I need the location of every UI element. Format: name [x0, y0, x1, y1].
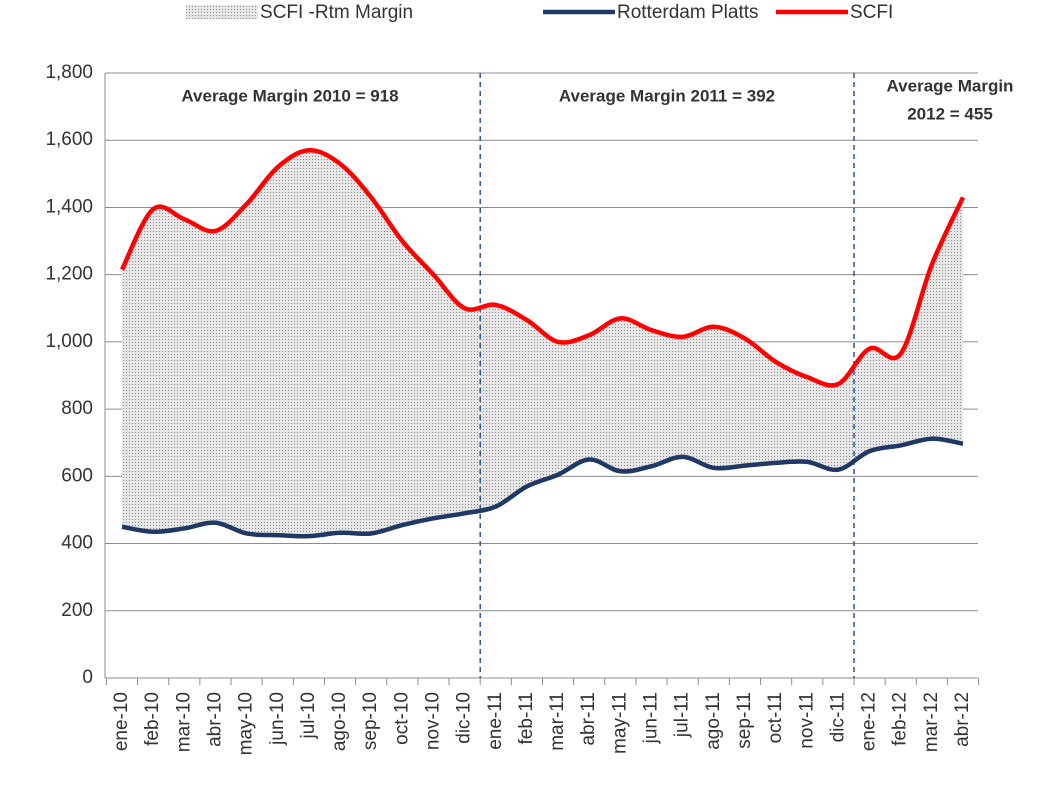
- legend-label: Rotterdam Platts: [617, 2, 759, 23]
- x-tick-label: ene-10: [111, 692, 132, 751]
- line: [121, 436, 964, 539]
- x-tick-label: oct-10: [391, 692, 412, 745]
- x-tick-label: nov-11: [796, 692, 817, 749]
- x-tick-label: jul-11: [672, 692, 693, 738]
- y-tick-label: 600: [61, 465, 93, 486]
- x-tick-label: abr-10: [204, 692, 225, 747]
- y-tick-label: 0: [82, 667, 93, 688]
- x-tick-label: jun-11: [641, 692, 662, 744]
- y-tick-label: 1,400: [45, 196, 93, 217]
- x-tick-label: feb-11: [516, 692, 537, 744]
- x-tick-label: dic-10: [454, 692, 475, 744]
- legend-label: SCFI: [850, 2, 893, 23]
- annotation: Average Margin 2011 = 392: [559, 86, 775, 105]
- x-tick-label: feb-10: [142, 692, 163, 746]
- annotation: Average Margin 2010 = 918: [181, 86, 398, 105]
- x-tick-label: jun-10: [267, 692, 288, 746]
- y-tick-label: 800: [61, 398, 93, 419]
- x-tick-label: ago-11: [703, 692, 724, 750]
- legend-label: SCFI -Rtm Margin: [260, 2, 413, 23]
- x-tick-label: may-10: [236, 692, 257, 755]
- x-tick-label: abr-12: [952, 692, 973, 747]
- x-tick-label: mar-12: [921, 692, 942, 752]
- x-tick-label: ene-11: [485, 692, 506, 750]
- y-tick-label: 1,800: [45, 62, 93, 83]
- x-tick-label: nov-10: [422, 692, 443, 750]
- legend-swatch: [186, 5, 258, 19]
- annotation: Average Margin: [887, 76, 1014, 95]
- annotation: 2012 = 455: [907, 104, 993, 123]
- x-tick-label: jul-10: [298, 692, 319, 739]
- y-tick-label: 1,000: [45, 331, 93, 352]
- x-tick-label: mar-10: [173, 692, 194, 752]
- y-tick-label: 1,600: [45, 129, 93, 150]
- y-tick-label: 1,200: [45, 264, 93, 285]
- x-tick-label: sep-11: [734, 692, 755, 749]
- x-tick-label: ago-10: [329, 692, 350, 751]
- x-tick-label: feb-12: [890, 692, 911, 746]
- x-tick-label: sep-10: [360, 692, 381, 750]
- x-tick-label: abr-11: [578, 692, 599, 746]
- y-tick-label: 400: [61, 533, 93, 554]
- x-tick-label: may-11: [609, 692, 630, 754]
- y-tick-label: 200: [61, 600, 93, 621]
- x-tick-label: oct-11: [765, 692, 786, 743]
- x-tick-label: ene-12: [859, 692, 880, 751]
- x-tick-label: dic-11: [827, 692, 848, 742]
- x-tick-label: mar-11: [547, 692, 568, 751]
- margin-area: [122, 150, 963, 537]
- line: [119, 148, 966, 388]
